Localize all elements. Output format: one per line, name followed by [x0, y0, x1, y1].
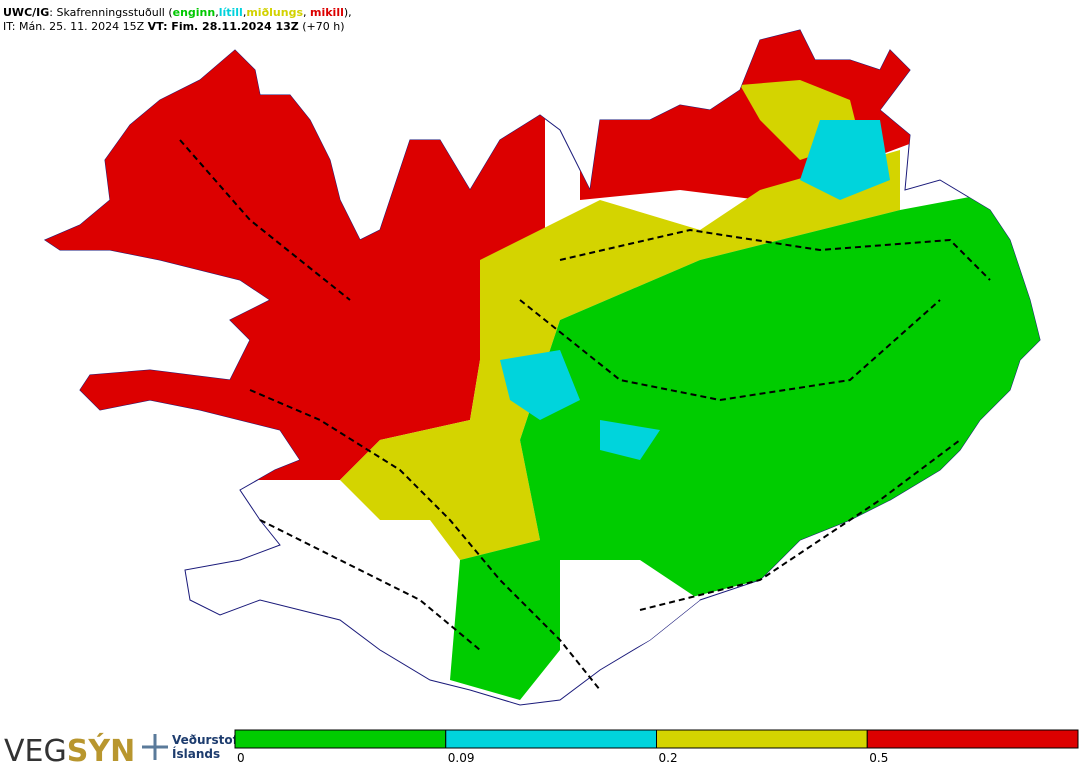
- colorbar-tick-label: 0.2: [659, 751, 678, 765]
- title-segment: : Skafrenningsstuðull (: [49, 6, 172, 19]
- title-segment: IT: Mán. 25. 11. 2024 15Z: [3, 20, 148, 33]
- road: [179, 139, 351, 301]
- logo-veg: VEG: [4, 734, 67, 766]
- title-segment: mikill: [310, 6, 344, 19]
- institute-icon: [142, 734, 168, 760]
- region-high: [45, 40, 545, 480]
- region-moderate: [340, 150, 900, 560]
- colorbar-tick-label: 0.09: [448, 751, 475, 765]
- colorbar-tick-label: 0: [237, 751, 245, 765]
- region-low: [600, 420, 660, 460]
- title-segment: ,: [215, 6, 219, 19]
- colorbar-segment: [445, 729, 657, 749]
- title-segment: ),: [344, 6, 352, 19]
- title: UWC/IG: Skafrenningsstuðull (enginn,líti…: [3, 6, 352, 19]
- colorbar-segment: [234, 729, 447, 749]
- logo-syn: SÝN: [67, 732, 135, 766]
- region-low: [500, 350, 580, 420]
- institute-name: Íslands: [172, 746, 220, 761]
- region-low: [800, 120, 890, 200]
- logo: VEGSÝN Veðurstofa Íslands: [4, 732, 246, 766]
- institute-name: Veðurstofa: [172, 733, 246, 747]
- road: [249, 389, 601, 691]
- road: [519, 299, 941, 402]
- road: [259, 519, 481, 651]
- road: [639, 439, 961, 611]
- colorbar-segment: [656, 729, 868, 749]
- title-segment: UWC/IG: [3, 6, 49, 19]
- time-info: IT: Mán. 25. 11. 2024 15Z VT: Fim. 28.11…: [3, 20, 345, 33]
- title-segment: ,: [243, 6, 247, 19]
- logo-text: VEGSÝN: [4, 732, 135, 766]
- colorbar-segment: [866, 729, 1079, 749]
- title-segment: miðlungs: [246, 6, 303, 19]
- road: [559, 228, 991, 281]
- title-segment: (+70 h): [299, 20, 345, 33]
- header: UWC/IG: Skafrenningsstuðull (enginn,líti…: [3, 6, 352, 33]
- title-segment: VT: Fim. 28.11.2024 13Z: [148, 20, 299, 33]
- road-network: [179, 139, 991, 691]
- region-no-data: [560, 560, 700, 690]
- iceland-map: [43, 29, 1041, 706]
- colorbar: 0 0.09 0.2 0.5: [234, 729, 1079, 765]
- title-segment: lítill: [219, 6, 243, 19]
- title-segment: ,: [303, 6, 310, 19]
- title-segment: enginn: [173, 6, 216, 19]
- colorbar-tick-label: 0.5: [869, 751, 888, 765]
